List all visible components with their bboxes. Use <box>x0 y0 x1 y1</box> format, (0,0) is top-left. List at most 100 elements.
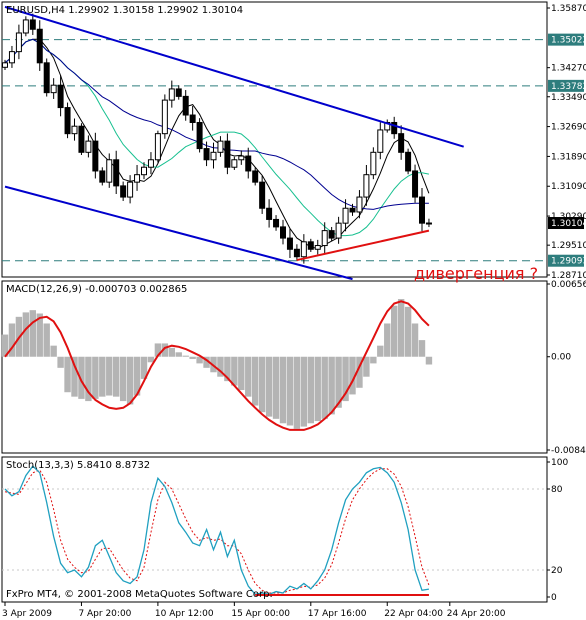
bullish-candle <box>15 32 22 53</box>
macd-histogram-bar <box>106 356 113 396</box>
price-tick-label: 1.34270 <box>551 64 586 74</box>
macd-histogram-bar <box>411 323 419 357</box>
macd-histogram-bar <box>293 356 301 429</box>
bearish-candle <box>113 159 120 187</box>
channel_lower-line <box>4 185 353 281</box>
bullish-candle <box>106 159 113 183</box>
moving-average-line <box>4 38 430 250</box>
macd-histogram-bar <box>147 356 155 363</box>
symbol-header: EURUSD,H4 1.29902 1.30158 1.29902 1.3010… <box>6 5 243 16</box>
macd-histogram-bar <box>29 310 36 357</box>
level-price-label: 1.33782 <box>551 82 586 92</box>
stoch-tick-label: 20 <box>551 566 563 576</box>
bearish-candle <box>328 230 335 239</box>
macd-histogram-bar <box>57 356 64 368</box>
price-tick-label: 1.29510 <box>551 241 586 251</box>
time-tick-label: 7 Apr 20:00 <box>78 609 131 619</box>
bullish-candle <box>231 159 238 168</box>
macd-tick-label: 0.00 <box>551 353 571 363</box>
macd-histogram-bar <box>397 299 405 357</box>
macd-histogram-bar <box>272 356 280 419</box>
macd-histogram-bar <box>36 313 43 357</box>
macd-histogram-bar <box>189 356 196 359</box>
bullish-candle <box>8 51 15 64</box>
bullish-candle <box>363 174 370 198</box>
bullish-candle <box>425 222 432 225</box>
macd-histogram-bar <box>217 356 224 377</box>
bearish-candle <box>196 121 203 150</box>
macd-histogram-bar <box>133 356 141 396</box>
stochastic-axis: 100 80 20 0 <box>547 458 568 603</box>
macd-histogram-bar <box>265 356 273 417</box>
price-panel-frame <box>1 1 548 278</box>
time-tick-label: 3 Apr 2009 <box>2 609 52 619</box>
stoch-tick-label: 80 <box>551 485 563 495</box>
macd-histogram-bar <box>286 356 294 426</box>
macd-histogram-bar <box>99 356 106 397</box>
channel_upper-line <box>4 5 464 148</box>
bearish-candle <box>412 170 419 198</box>
macd-histogram-bar <box>78 356 85 399</box>
level-price-label: 1.29093 <box>551 257 586 267</box>
bearish-candle <box>99 170 106 183</box>
macd-histogram-bar <box>321 356 328 419</box>
bullish-candle <box>161 99 168 135</box>
divergence-annotation: дивергенция ? <box>414 264 538 283</box>
price-tick-label: 1.35870 <box>551 4 586 14</box>
macd-histogram-bar <box>126 356 134 405</box>
macd-histogram-bar <box>335 356 342 408</box>
level-price-marker <box>548 79 584 92</box>
bullish-candle <box>210 151 217 161</box>
bullish-candle <box>147 159 154 168</box>
time-tick-label: 15 Apr 00:00 <box>231 609 290 619</box>
macd-signal-line <box>4 300 430 431</box>
stoch-panel-frame <box>1 456 548 603</box>
macd-tick-label: 0.00656 <box>551 280 586 290</box>
stoch-tick-label: 100 <box>551 458 568 468</box>
price-tick-label: 1.33490 <box>551 93 586 103</box>
bullish-candle <box>370 151 377 176</box>
macd-histogram-bar <box>404 306 412 357</box>
macd-histogram-bar <box>224 356 231 382</box>
macd-histogram-bar <box>8 323 16 357</box>
bullish-candle <box>314 245 321 250</box>
bearish-candle <box>398 133 405 153</box>
bearish-candle <box>57 84 64 109</box>
bearish-candle <box>280 226 286 239</box>
bullish-candle <box>335 222 342 239</box>
macd-histogram-bar <box>349 356 356 395</box>
macd-histogram-bar <box>231 356 238 386</box>
macd-histogram-bar <box>342 356 349 402</box>
bearish-candle <box>252 170 259 183</box>
bearish-candle <box>245 155 252 172</box>
macd-histogram-bar <box>252 356 259 406</box>
macd-histogram-bar <box>356 356 363 388</box>
macd-histogram-bar <box>300 356 308 427</box>
bearish-candle <box>224 140 231 168</box>
price-candles <box>2 13 432 264</box>
bearish-candle <box>78 125 85 153</box>
macd-histogram-bar <box>182 355 189 357</box>
bearish-candle <box>286 237 293 250</box>
level-price-label: 1.35022 <box>551 36 586 46</box>
current-price-label: 1.30104 <box>551 219 586 229</box>
macd-panel-frame <box>1 280 548 454</box>
macd-histogram-bar <box>425 356 433 365</box>
bearish-candle <box>92 140 99 172</box>
macd-histogram-bar <box>238 356 245 391</box>
macd-histogram-bar <box>168 347 175 357</box>
price-axis: 1.35870 1.34270 1.33490 1.32690 1.31890 1.310… <box>547 4 586 281</box>
macd-histogram-bar <box>203 356 210 368</box>
bearish-candle <box>175 88 182 97</box>
bullish-candle <box>50 84 57 94</box>
macd-histogram-bar <box>113 356 120 397</box>
bearish-candle <box>293 248 300 258</box>
bearish-candle <box>405 151 412 172</box>
macd-histogram-bar <box>307 356 314 424</box>
time-tick-label: 22 Apr 04:00 <box>384 609 443 619</box>
time-axis: 3 Apr 2009 7 Apr 20:00 10 Apr 12:00 15 Apr … <box>2 602 506 619</box>
bullish-candle <box>238 155 245 161</box>
